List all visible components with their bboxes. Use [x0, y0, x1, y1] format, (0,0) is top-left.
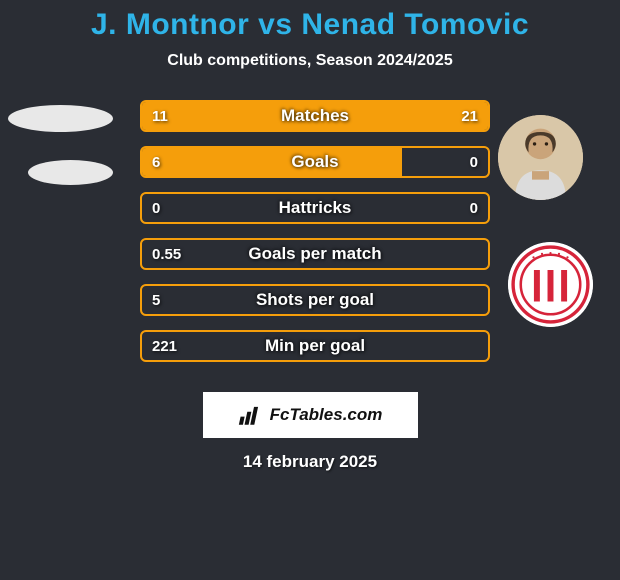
stat-rows: 1121Matches 60Goals 00Hattricks 0.55Goals p… — [140, 100, 490, 376]
club-crest-icon — [508, 242, 593, 327]
stat-label: Goals — [142, 148, 488, 176]
branding-badge: FcTables.com — [203, 392, 418, 438]
stat-row: 221Min per goal — [140, 330, 490, 362]
stat-label: Min per goal — [142, 332, 488, 360]
stat-label: Hattricks — [142, 194, 488, 222]
subtitle: Club competitions, Season 2024/2025 — [0, 52, 620, 70]
stat-row: 5Shots per goal — [140, 284, 490, 316]
date-text: 14 february 2025 — [0, 452, 620, 472]
stat-label: Shots per goal — [142, 286, 488, 314]
stat-row: 00Hattricks — [140, 192, 490, 224]
person-icon — [498, 115, 583, 200]
right-club-crest — [508, 242, 593, 327]
page-title: J. Montnor vs Nenad Tomovic — [0, 0, 620, 42]
branding-text: FcTables.com — [270, 405, 383, 425]
stat-row: 0.55Goals per match — [140, 238, 490, 270]
bar-chart-icon — [238, 402, 264, 428]
stat-row: 60Goals — [140, 146, 490, 178]
left-player-placeholder-2 — [28, 160, 113, 185]
left-player-placeholder-1 — [8, 105, 113, 132]
stats-area: 1121Matches 60Goals 00Hattricks 0.55Goals p… — [0, 100, 620, 380]
right-player-avatar — [498, 115, 583, 200]
stat-label: Goals per match — [142, 240, 488, 268]
stat-label: Matches — [142, 102, 488, 130]
stat-row: 1121Matches — [140, 100, 490, 132]
